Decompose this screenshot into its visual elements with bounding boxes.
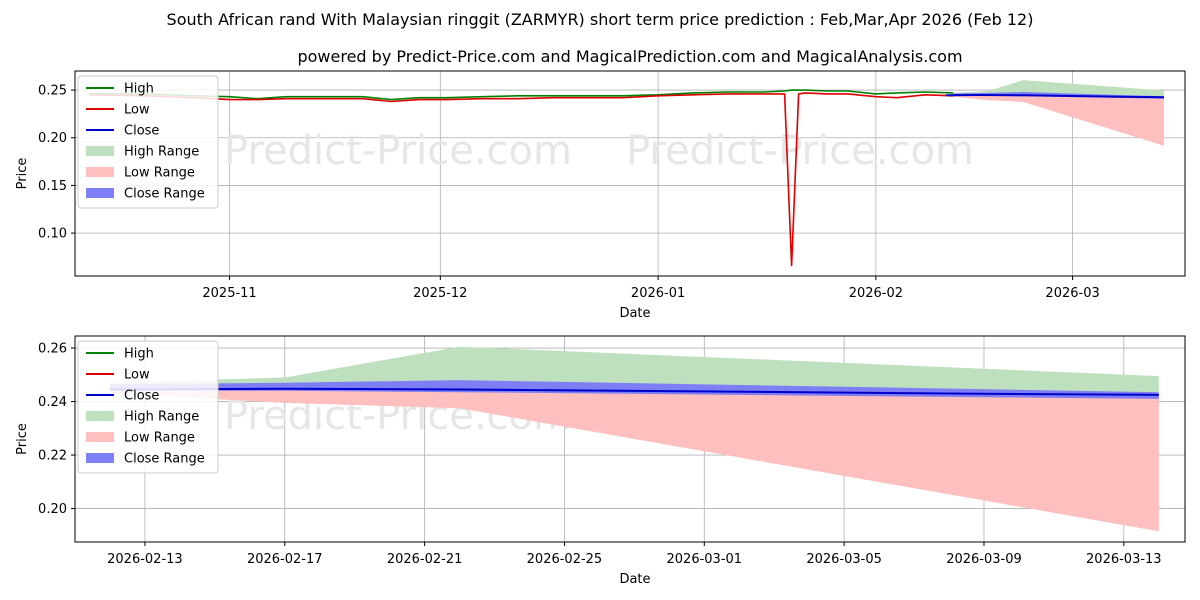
x-tick-label: 2025-12 — [413, 286, 467, 301]
legend-label-close: Close — [124, 389, 159, 404]
legend-label-low-range: Low Range — [124, 166, 195, 181]
x-tick-label: 2026-03-01 — [667, 552, 743, 567]
x-tick-label: 2026-03-09 — [946, 552, 1022, 567]
legend-label-high: High — [124, 347, 154, 362]
x-tick-label: 2026-02-13 — [107, 552, 183, 567]
y-tick-label: 0.26 — [38, 342, 67, 357]
y-axis-label: Price — [15, 423, 30, 455]
legend: High Low Close High Range Low Range Close Ran… — [77, 75, 219, 209]
x-tick-label: 2026-03-05 — [806, 552, 882, 567]
x-tick-label: 2026-02-17 — [247, 552, 323, 567]
legend-swatch-close-range — [86, 188, 114, 198]
legend-label-close: Close — [124, 124, 159, 139]
legend-swatch-low-range — [86, 167, 114, 177]
legend-label-high-range: High Range — [124, 145, 199, 160]
x-tick-label: 2026-03 — [1045, 286, 1099, 301]
legend-label-high-range: High Range — [124, 410, 199, 425]
y-axis-label: Price — [15, 158, 30, 190]
legend-label-high: High — [124, 82, 154, 97]
x-tick-label: 2026-02 — [849, 286, 903, 301]
y-tick-label: 0.15 — [38, 179, 67, 194]
series-low-range-area — [953, 95, 1164, 146]
y-tick-label: 0.10 — [38, 227, 67, 242]
y-tick-label: 0.24 — [38, 395, 67, 410]
plot-area — [89, 80, 1164, 267]
x-tick-label: 2026-02-21 — [387, 552, 463, 567]
chart-title: South African rand With Malaysian ringgi… — [167, 10, 1034, 29]
x-tick-label: 2026-01 — [631, 286, 685, 301]
price-history-chart: Predict-Price.com Predict-Price.com 2025-1… — [15, 70, 1186, 321]
y-tick-label: 0.20 — [38, 502, 67, 517]
legend-label-close-range: Close Range — [124, 452, 205, 467]
price-prediction-chart: Predict-Price.comPredict-Price.com2026-0… — [15, 335, 1186, 587]
legend: High Low Close High Range Low Range Close Ran… — [77, 340, 219, 474]
chart-subtitle: powered by Predict-Price.com and Magical… — [297, 47, 962, 66]
x-tick-label: 2026-02-25 — [527, 552, 603, 567]
legend-label-low: Low — [124, 103, 150, 118]
y-tick-label: 0.25 — [38, 84, 67, 99]
series-high-line — [89, 89, 954, 101]
series-low-range-area — [110, 388, 1159, 532]
legend-swatch-close-range — [86, 453, 114, 463]
legend-swatch-high-range — [86, 411, 114, 421]
watermark-text: Predict-Price.com — [224, 128, 572, 174]
watermark-text: Predict-Price.com — [626, 128, 974, 174]
legend-swatch-low-range — [86, 432, 114, 442]
axes-frame — [74, 335, 1186, 543]
x-axis-label: Date — [619, 572, 650, 587]
series-close-range-area — [110, 380, 1159, 399]
legend-label-low: Low — [124, 368, 150, 383]
y-tick-label: 0.22 — [38, 449, 67, 464]
legend-label-close-range: Close Range — [124, 187, 205, 202]
plot-area — [109, 346, 1159, 532]
series-close-line — [109, 387, 1159, 396]
legend-label-low-range: Low Range — [124, 431, 195, 446]
x-tick-label: 2026-03-13 — [1086, 552, 1162, 567]
series-close-line — [946, 94, 1164, 99]
axes-frame — [74, 70, 1186, 277]
legend-swatch-high-range — [86, 146, 114, 156]
x-tick-label: 2025-11 — [202, 286, 256, 301]
series-low-line — [89, 92, 954, 267]
x-axis-label: Date — [619, 306, 650, 321]
y-tick-label: 0.20 — [38, 131, 67, 146]
